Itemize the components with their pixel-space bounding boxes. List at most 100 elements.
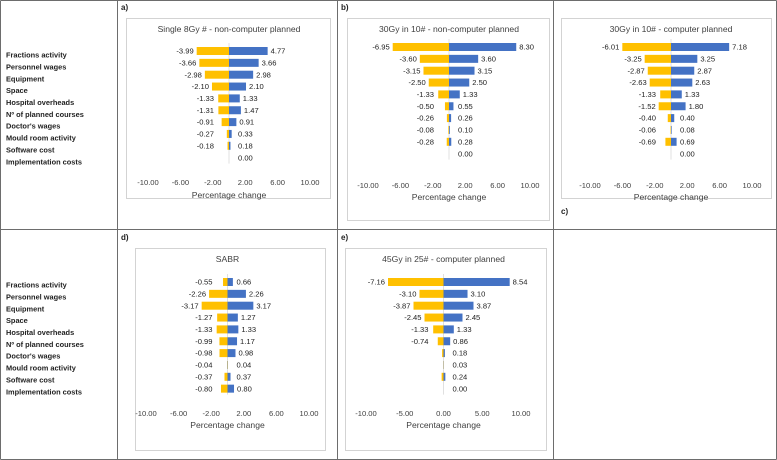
value-label-increase: 3.87 [476,301,491,310]
value-label-increase: 1.33 [241,325,256,334]
value-label-decrease: -0.98 [195,349,212,358]
chart-title: Single 8Gy # - non-computer planned [158,24,301,34]
value-label-increase: 3.10 [471,289,486,298]
value-label-decrease: -2.63 [629,78,646,87]
x-tick-label: 10.00 [299,409,318,418]
bar-decrease [224,372,228,381]
value-label-increase: 2.87 [697,66,712,75]
value-label-increase: 0.24 [453,372,468,381]
bar-increase [443,301,474,310]
value-label-increase: 0.00 [680,149,695,158]
value-label-decrease: -1.33 [197,94,214,103]
x-tick-label: 6.00 [270,178,285,187]
value-label-increase: 0.69 [680,137,695,146]
bar-decrease [209,289,228,298]
x-tick-label: 2.00 [236,409,251,418]
x-tick-label: -10.00 [137,178,159,187]
bar-increase [229,129,232,138]
value-label-increase: 7.18 [732,43,747,52]
bar-decrease [388,278,444,286]
value-label-increase: 1.80 [689,102,704,111]
x-tick-label: 10.00 [520,181,539,190]
bar-increase [229,118,237,127]
bar-decrease [221,118,229,127]
bar-decrease [446,137,449,146]
value-label-decrease: -0.80 [195,384,212,393]
bar-decrease [223,278,228,286]
value-label-decrease: -2.26 [189,289,206,298]
value-label-increase: 1.33 [243,94,258,103]
value-label-decrease: -1.33 [411,325,428,334]
value-label-increase: 3.60 [481,54,496,63]
value-label-decrease: -0.69 [639,137,656,146]
value-label-increase: 0.80 [237,384,252,393]
value-label-decrease: -3.25 [624,54,641,63]
value-label-increase: 2.10 [249,82,264,91]
x-tick-label: -2.00 [424,181,441,190]
bar-increase [227,325,239,334]
value-label-increase: 2.26 [249,289,264,298]
bar-increase [227,372,231,381]
bar-increase [671,54,698,63]
x-tick-label: 10.00 [511,409,530,418]
x-tick-label: -6.00 [170,409,187,418]
bar-decrease [441,372,444,381]
bar-increase [227,301,254,310]
bar-decrease [423,66,449,75]
bar-increase [229,58,259,67]
bar-increase [227,289,246,298]
value-label-increase: 0.55 [458,102,473,111]
value-label-decrease: -0.28 [417,137,434,146]
value-label-increase: 1.33 [457,325,472,334]
bar-increase [671,114,675,123]
category-label: Nº of planned courses [6,340,84,349]
x-tick-label: -10.00 [135,409,157,418]
x-tick-label: 6.00 [490,181,505,190]
chart-title: 30Gy in 10# - computer planned [610,24,733,34]
x-tick-label: -6.00 [172,178,189,187]
value-label-decrease: -2.87 [627,66,644,75]
x-tick-label: 6.00 [269,409,284,418]
bar-increase [449,102,454,111]
value-label-decrease: -0.06 [639,126,656,135]
value-label-decrease: -1.52 [638,102,655,111]
value-label-increase: 2.50 [472,78,487,87]
category-label: Doctor's wages [6,122,60,131]
panel-tag: e) [341,233,348,242]
value-label-increase: 0.40 [680,114,695,123]
value-label-decrease: -3.99 [176,47,193,56]
chart-title: 30Gy in 10# - non-computer planned [379,24,519,34]
bar-increase [443,349,445,358]
bar-decrease [392,43,449,51]
bar-increase [449,43,517,51]
value-label-decrease: -3.60 [400,54,417,63]
bar-increase [229,82,247,91]
value-label-decrease: -0.74 [411,337,428,346]
bar-increase [227,337,238,346]
bar-increase [443,313,463,322]
panel-1: a) Single 8Gy # - non-computer planned -3.… [121,3,331,200]
panels: a) Single 8Gy # - non-computer planned -3.… [121,3,772,451]
x-tick-label: -5.00 [396,409,413,418]
x-tick-label: -10.00 [355,409,377,418]
value-label-increase: 0.98 [238,349,253,358]
bar-decrease [667,114,671,123]
value-label-increase: 3.15 [478,66,493,75]
bar-increase [227,313,238,322]
value-label-decrease: -3.66 [179,58,196,67]
value-label-decrease: -0.99 [195,337,212,346]
value-label-decrease: -6.01 [602,43,619,52]
value-label-decrease: -1.33 [639,90,656,99]
value-label-increase: 1.33 [685,90,700,99]
value-label-decrease: -1.27 [195,313,212,322]
bar-increase [671,102,686,111]
bar-decrease [446,114,449,123]
value-label-decrease: -0.26 [417,114,434,123]
value-label-increase: 1.27 [241,313,256,322]
x-axis-label: Percentage change [192,190,267,200]
value-label-increase: 2.45 [465,313,480,322]
value-label-increase: 0.37 [237,372,252,381]
bar-decrease [220,384,228,393]
bar-decrease [226,129,229,138]
